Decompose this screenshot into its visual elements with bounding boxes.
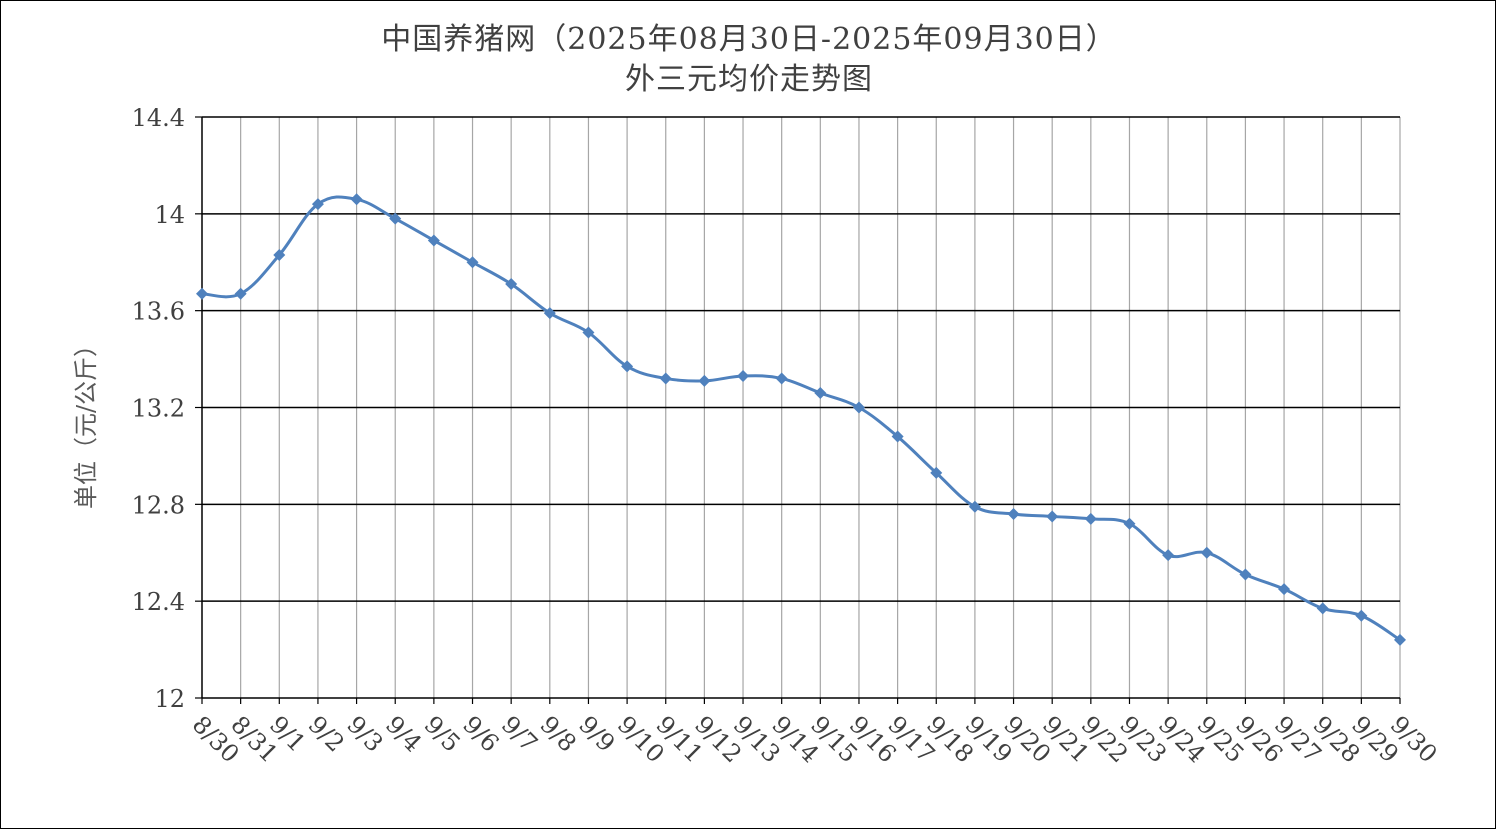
data-point-marker <box>1394 633 1406 646</box>
x-tick-label: 9/2 <box>303 710 350 757</box>
data-point-marker <box>1084 512 1097 525</box>
data-point-marker <box>698 374 711 387</box>
data-point-marker <box>582 326 595 339</box>
data-point-marker <box>930 466 943 479</box>
data-point-marker <box>737 370 750 383</box>
data-point-marker <box>234 287 247 300</box>
y-axis-label: 单位（元/公斤） <box>72 333 100 509</box>
y-tick-label: 14 <box>154 201 185 229</box>
x-tick-labels: 8/308/319/19/29/39/49/59/69/79/89/99/109… <box>187 710 1443 768</box>
data-point-marker <box>273 248 286 261</box>
data-point-marker <box>1007 508 1020 521</box>
data-point-marker <box>196 287 208 300</box>
x-tick-label: 9/5 <box>419 710 466 757</box>
data-point-marker <box>1123 517 1136 530</box>
chart-subtitle: 外三元均价走势图 <box>625 62 873 97</box>
y-tick-label: 14.4 <box>132 104 185 132</box>
data-point-marker <box>775 372 788 385</box>
data-point-marker <box>814 386 827 399</box>
data-point-marker <box>1162 549 1175 562</box>
data-point-marker <box>466 256 479 269</box>
x-tick-label: 9/3 <box>341 710 388 757</box>
data-point-marker <box>1355 609 1368 622</box>
y-tick-label: 12.4 <box>132 588 185 616</box>
data-point-marker <box>311 198 324 211</box>
data-point-marker <box>1278 583 1291 596</box>
y-tick-label: 12 <box>154 685 185 713</box>
data-point-marker <box>621 360 634 373</box>
y-tick-label: 13.6 <box>132 298 185 326</box>
x-tick-label: 9/7 <box>496 710 543 757</box>
data-point-marker <box>1046 510 1059 523</box>
x-tick-label: 9/9 <box>573 710 620 757</box>
data-point-marker <box>505 278 518 291</box>
data-point-marker <box>427 234 440 247</box>
data-point-marker <box>1316 602 1329 615</box>
y-tick-label: 13.2 <box>132 395 185 423</box>
data-point-marker <box>543 307 556 320</box>
data-point-marker <box>1200 546 1213 559</box>
data-point-marker <box>389 212 402 225</box>
data-point-marker <box>891 430 904 443</box>
series-line <box>201 195 1401 642</box>
data-point-marker <box>852 401 865 414</box>
chart-title: 中国养猪网（2025年08月30日-2025年09月30日） <box>381 22 1117 57</box>
data-point-marker <box>1239 568 1252 581</box>
data-point-marker <box>350 193 363 206</box>
data-point-marker <box>659 372 672 385</box>
data-point-marker <box>968 500 981 513</box>
horizontal-gridlines <box>195 116 1400 699</box>
x-tick-label: 9/8 <box>535 710 582 757</box>
y-tick-labels: 12 12.4 12.8 13.2 13.6 14 14.4 <box>132 104 185 713</box>
x-tick-label: 9/6 <box>457 710 504 757</box>
x-tick-label: 9/4 <box>380 710 427 757</box>
axes <box>201 117 1401 704</box>
y-tick-label: 12.8 <box>132 491 185 519</box>
series-markers <box>196 193 1406 646</box>
